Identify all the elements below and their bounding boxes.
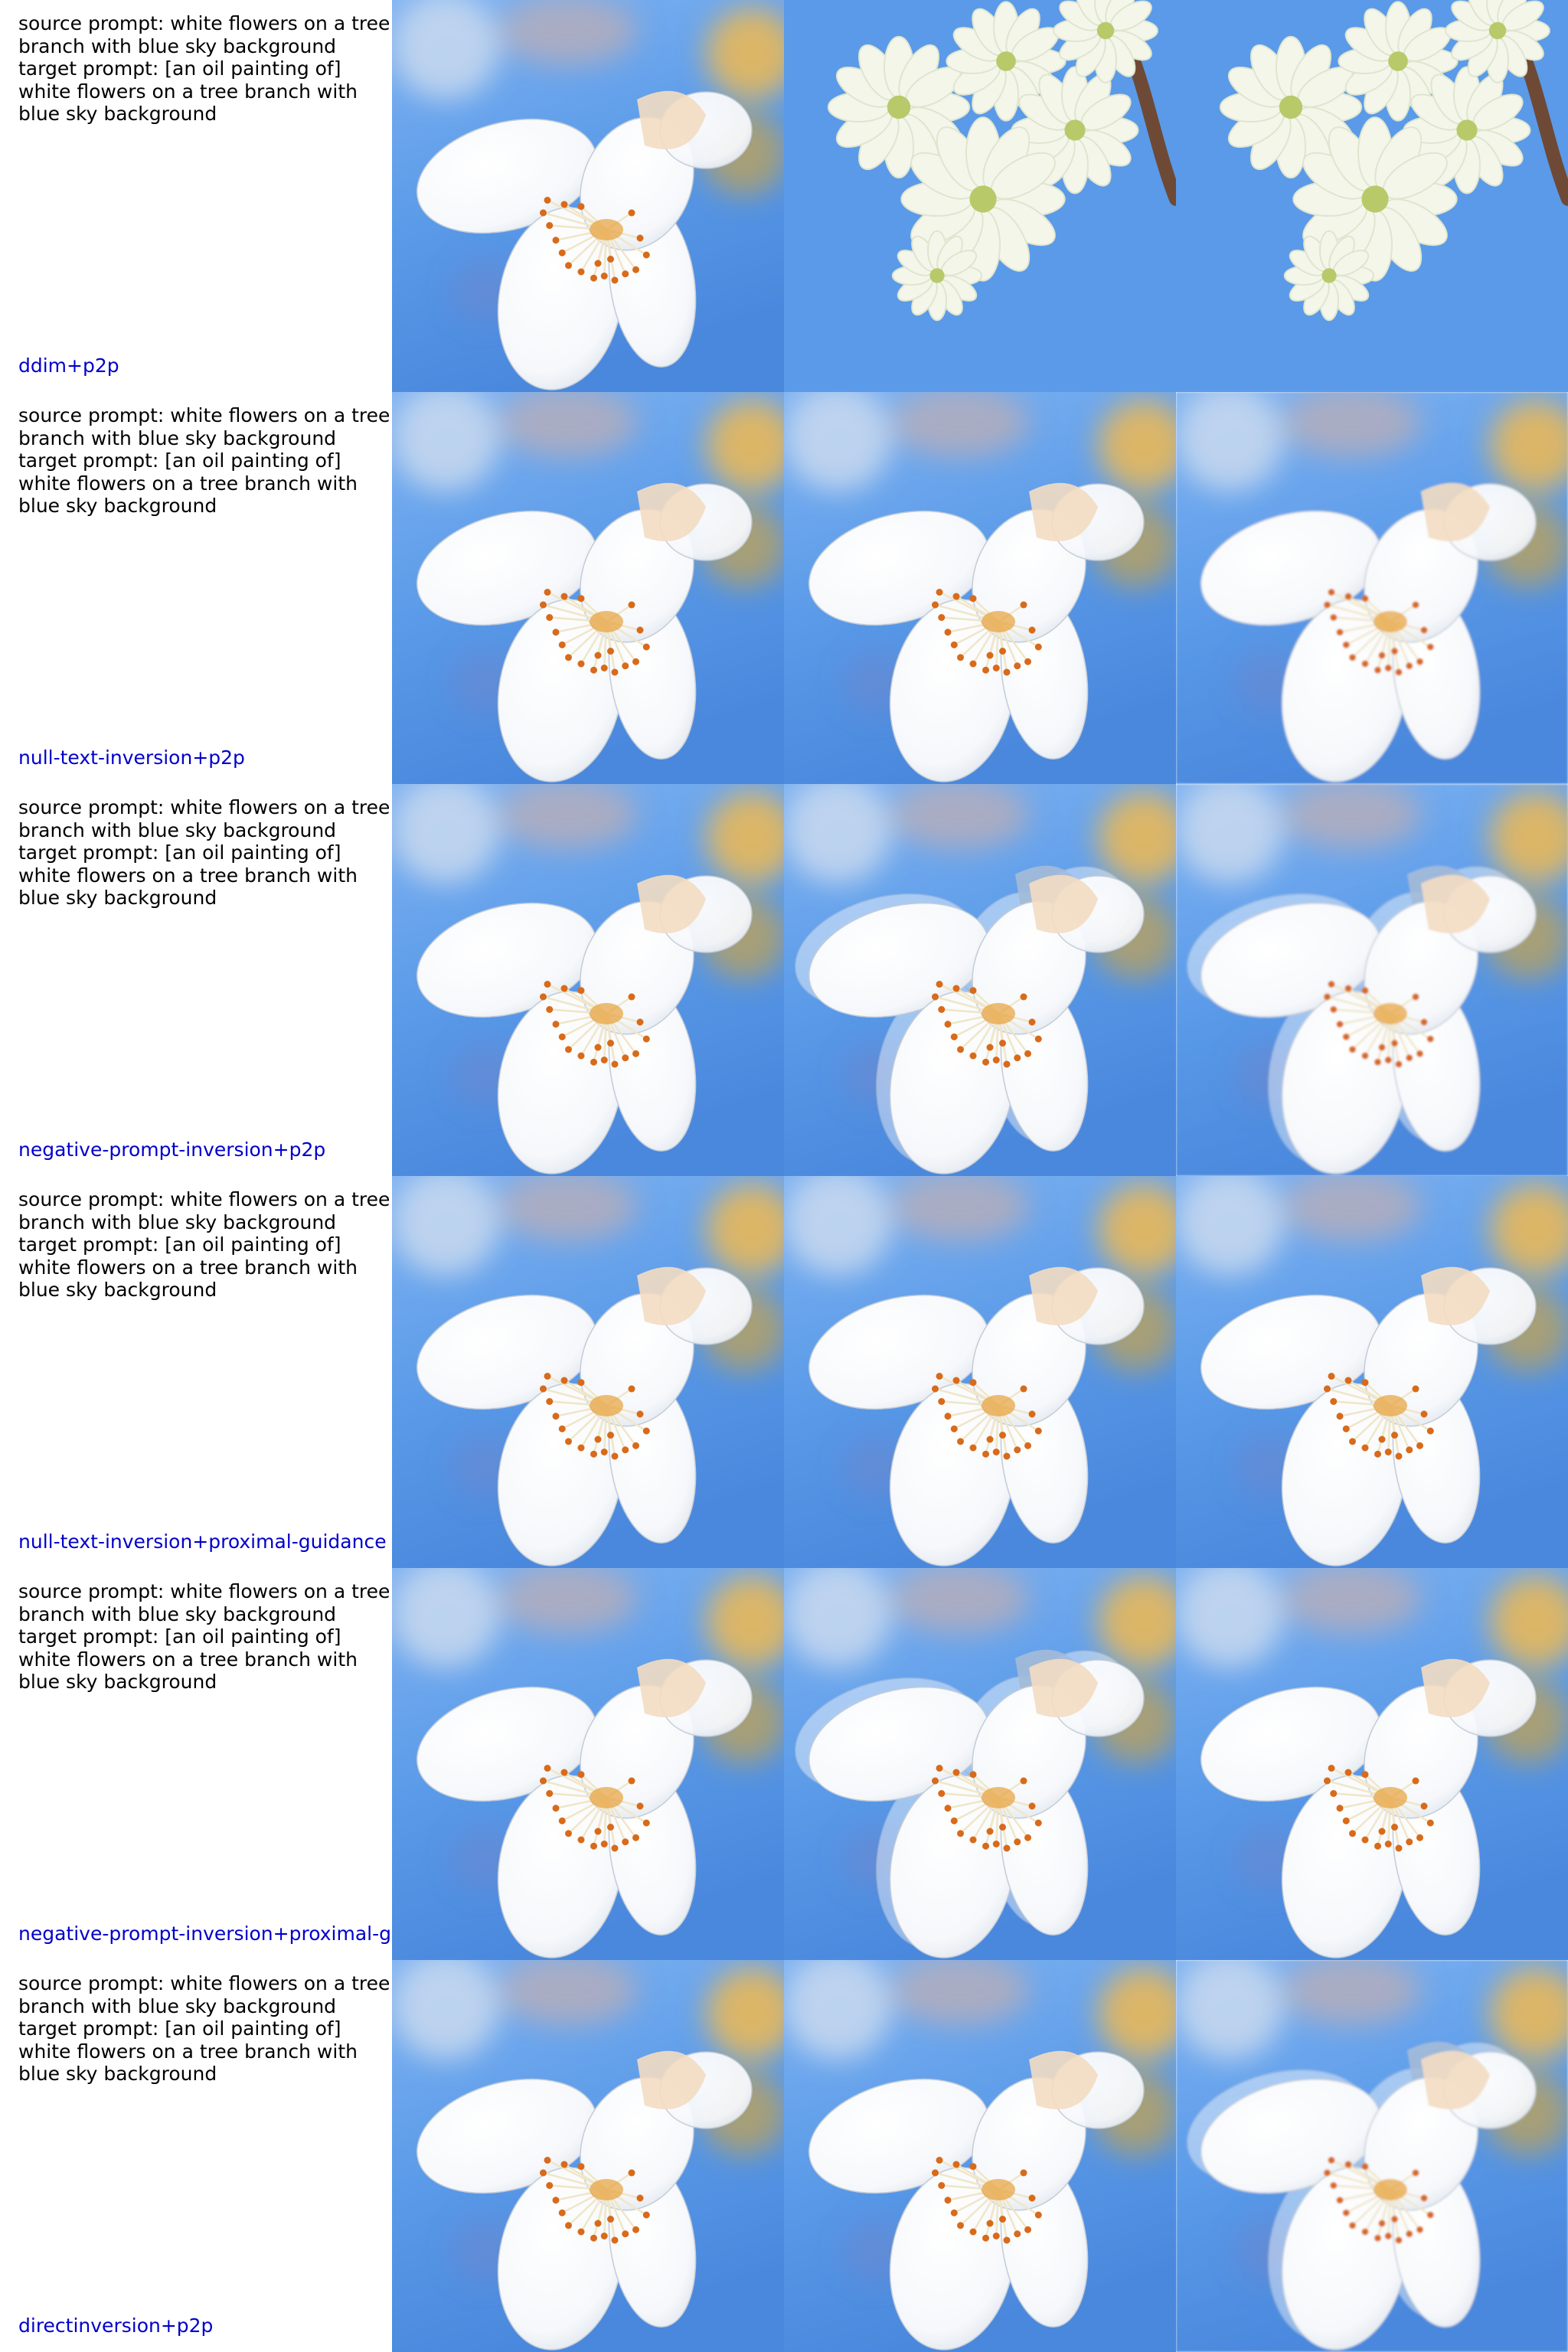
comparison-row: source prompt: white flowers on a tree b…	[0, 1960, 1568, 2352]
method-label: negative-prompt-inversion+proximal-guida…	[18, 1922, 392, 1945]
reconstruction-flower-image	[784, 1176, 1176, 1568]
comparison-row: source prompt: white flowers on a tree b…	[0, 1568, 1568, 1960]
edited-flower-image	[1176, 0, 1568, 392]
method-label: null-text-inversion+p2p	[18, 746, 245, 769]
prompt-description: source prompt: white flowers on a tree b…	[18, 12, 390, 125]
comparison-row: source prompt: white flowers on a tree b…	[0, 1176, 1568, 1568]
prompt-description: source prompt: white flowers on a tree b…	[18, 1580, 390, 1693]
source-flower-image	[392, 1176, 784, 1568]
comparison-row: source prompt: white flowers on a tree b…	[0, 0, 1568, 392]
prompt-description: source prompt: white flowers on a tree b…	[18, 796, 390, 909]
edited-flower-image	[1176, 1568, 1568, 1960]
row-label-cell: source prompt: white flowers on a tree b…	[0, 784, 392, 1176]
edited-flower-image	[1176, 1960, 1568, 2352]
method-label: directinversion+p2p	[18, 2314, 214, 2337]
reconstruction-flower-image	[784, 784, 1176, 1176]
reconstruction-flower-image	[784, 0, 1176, 392]
method-label: negative-prompt-inversion+p2p	[18, 1138, 326, 1161]
source-flower-image	[392, 784, 784, 1176]
row-label-cell: source prompt: white flowers on a tree b…	[0, 1960, 392, 2352]
row-label-cell: source prompt: white flowers on a tree b…	[0, 1568, 392, 1960]
source-flower-image	[392, 0, 784, 392]
source-flower-image	[392, 392, 784, 784]
source-flower-image	[392, 1568, 784, 1960]
comparison-row: source prompt: white flowers on a tree b…	[0, 392, 1568, 784]
row-label-cell: source prompt: white flowers on a tree b…	[0, 392, 392, 784]
prompt-description: source prompt: white flowers on a tree b…	[18, 1188, 390, 1301]
row-label-cell: source prompt: white flowers on a tree b…	[0, 0, 392, 392]
source-flower-image	[392, 1960, 784, 2352]
reconstruction-flower-image	[784, 1960, 1176, 2352]
edited-flower-image	[1176, 392, 1568, 784]
edited-flower-image	[1176, 1176, 1568, 1568]
edited-flower-image	[1176, 784, 1568, 1176]
prompt-description: source prompt: white flowers on a tree b…	[18, 404, 390, 517]
prompt-description: source prompt: white flowers on a tree b…	[18, 1972, 390, 2085]
row-label-cell: source prompt: white flowers on a tree b…	[0, 1176, 392, 1568]
method-label: ddim+p2p	[18, 354, 119, 377]
reconstruction-flower-image	[784, 392, 1176, 784]
reconstruction-flower-image	[784, 1568, 1176, 1960]
comparison-row: source prompt: white flowers on a tree b…	[0, 784, 1568, 1176]
method-label: null-text-inversion+proximal-guidance	[18, 1530, 387, 1553]
